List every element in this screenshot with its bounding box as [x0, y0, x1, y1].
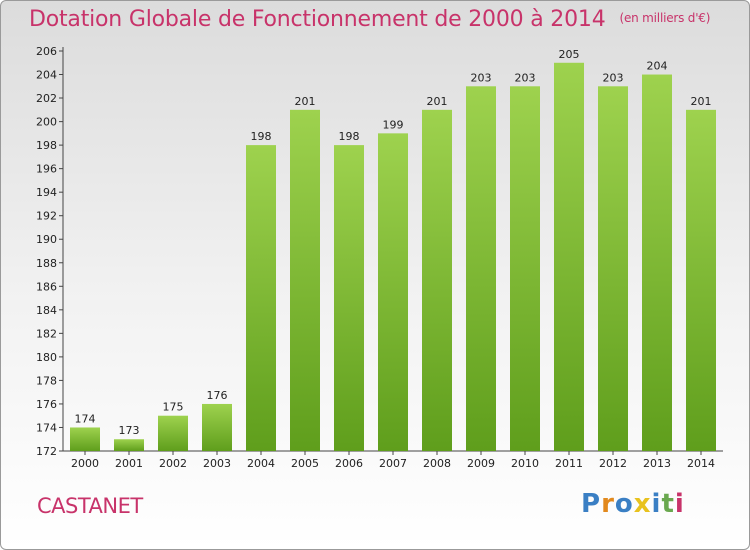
data-label-2011: 205 — [559, 48, 580, 61]
axis-layer: 172 174 176 178 180 182 184 186 188 190 192 194 196 1… — [36, 45, 723, 470]
x-tick-label-2007: 2007 — [379, 457, 407, 470]
y-tick-label: 198 — [36, 139, 57, 152]
bar-2011 — [554, 62, 584, 451]
bar-2006 — [334, 145, 364, 451]
x-tick-label-2003: 2003 — [203, 457, 231, 470]
data-label-2014: 201 — [691, 95, 712, 108]
data-label-2000: 174 — [75, 412, 96, 425]
bar-2008 — [422, 109, 452, 451]
y-tick-label: 186 — [36, 280, 57, 293]
y-tick-label: 184 — [36, 304, 57, 317]
data-label-2013: 204 — [647, 60, 668, 73]
y-tick-label: 206 — [36, 45, 57, 58]
chart-title-text: Dotation Globale de Fonctionnement de 20… — [29, 7, 606, 32]
data-label-2005: 201 — [295, 95, 316, 108]
data-label-2004: 198 — [251, 130, 272, 143]
data-label-2001: 173 — [119, 424, 140, 437]
bar-layer: 174 173 175 176 198 201 198 199 201 203 203 205 203 2… — [70, 48, 716, 451]
city-name: CASTANET — [37, 494, 143, 518]
bar-2014 — [686, 109, 716, 451]
data-label-2007: 199 — [383, 118, 404, 131]
y-tick-label: 180 — [36, 351, 57, 364]
data-label-2008: 201 — [427, 95, 448, 108]
x-tick-label-2008: 2008 — [423, 457, 451, 470]
data-label-2006: 198 — [339, 130, 360, 143]
x-tick-label-2009: 2009 — [467, 457, 495, 470]
data-label-2003: 176 — [207, 389, 228, 402]
bar-2013 — [642, 74, 672, 451]
bar-2004 — [246, 145, 276, 451]
data-label-2002: 175 — [163, 401, 184, 414]
chart-unit: (en milliers d'€) — [619, 11, 711, 25]
y-tick-label: 178 — [36, 374, 57, 387]
y-tick-label: 200 — [36, 116, 57, 129]
x-tick-label-2012: 2012 — [599, 457, 627, 470]
y-tick-label: 204 — [36, 69, 57, 82]
data-label-2012: 203 — [603, 71, 624, 84]
y-tick-label: 174 — [36, 421, 57, 434]
y-tick-label: 188 — [36, 257, 57, 270]
x-tick-label-2011: 2011 — [555, 457, 583, 470]
x-tick-label-2014: 2014 — [687, 457, 715, 470]
bar-2012 — [598, 86, 628, 451]
bar-2010 — [510, 86, 540, 451]
data-label-2009: 203 — [471, 71, 492, 84]
proxiti-logo: Proxiti — [581, 489, 685, 519]
y-tick-label: 192 — [36, 210, 57, 223]
y-tick-label: 172 — [36, 445, 57, 458]
y-tick-label: 194 — [36, 186, 57, 199]
bar-2002 — [158, 415, 188, 451]
x-tick-label-2001: 2001 — [115, 457, 143, 470]
bar-2003 — [202, 403, 232, 451]
bar-2001 — [114, 439, 144, 451]
chart-title: Dotation Globale de Fonctionnement de 20… — [29, 7, 710, 32]
bar-2000 — [70, 427, 100, 451]
x-tick-label-2005: 2005 — [291, 457, 319, 470]
bar-2005 — [290, 109, 320, 451]
bar-2009 — [466, 86, 496, 451]
bar-2007 — [378, 133, 408, 451]
x-tick-label-2013: 2013 — [643, 457, 671, 470]
y-tick-label: 202 — [36, 92, 57, 105]
x-tick-label-2006: 2006 — [335, 457, 363, 470]
y-tick-label: 196 — [36, 163, 57, 176]
y-tick-label: 182 — [36, 327, 57, 340]
data-label-2010: 203 — [515, 71, 536, 84]
x-tick-label-2002: 2002 — [159, 457, 187, 470]
y-tick-label: 176 — [36, 398, 57, 411]
x-tick-label-2010: 2010 — [511, 457, 539, 470]
x-tick-label-2004: 2004 — [247, 457, 275, 470]
y-tick-label: 190 — [36, 233, 57, 246]
x-tick-label-2000: 2000 — [71, 457, 99, 470]
